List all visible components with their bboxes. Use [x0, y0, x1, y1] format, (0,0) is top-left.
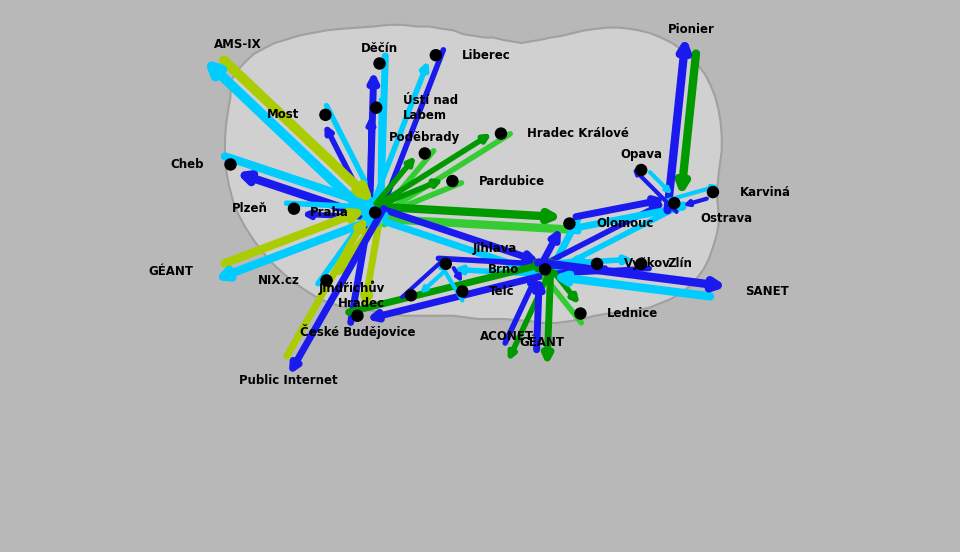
Text: Opava: Opava [620, 148, 662, 161]
Circle shape [288, 203, 300, 214]
Text: AMS-IX: AMS-IX [214, 38, 261, 51]
Circle shape [540, 264, 551, 275]
Text: Jihlava: Jihlava [472, 242, 516, 255]
Circle shape [352, 310, 363, 321]
Text: ACONET: ACONET [479, 330, 534, 343]
Text: Brno: Brno [488, 263, 518, 276]
Circle shape [708, 187, 718, 198]
Circle shape [374, 58, 385, 69]
Text: SANET: SANET [745, 285, 789, 298]
Text: Pionier: Pionier [667, 23, 714, 36]
Text: GÉANT: GÉANT [148, 265, 193, 278]
Text: České Budějovice: České Budějovice [300, 323, 416, 339]
Circle shape [370, 207, 380, 218]
Text: Hradec Králové: Hradec Králové [527, 127, 630, 140]
Circle shape [321, 275, 332, 286]
Circle shape [320, 109, 331, 120]
Text: Lednice: Lednice [607, 307, 659, 320]
Text: Vyškov: Vyškov [624, 257, 670, 270]
Circle shape [636, 164, 647, 176]
Circle shape [405, 290, 417, 301]
Text: Poděbrady: Poděbrady [389, 131, 461, 145]
Circle shape [669, 198, 680, 209]
Circle shape [564, 218, 575, 229]
Text: Liberec: Liberec [463, 49, 511, 62]
Circle shape [575, 308, 586, 319]
Text: NIX.cz: NIX.cz [258, 274, 300, 287]
Text: Cheb: Cheb [171, 158, 204, 171]
Circle shape [591, 258, 603, 269]
Circle shape [420, 148, 430, 159]
Text: Ústí nad
Labem: Ústí nad Labem [403, 94, 458, 121]
Circle shape [495, 128, 507, 139]
Circle shape [636, 258, 647, 269]
Text: Plzeň: Plzeň [231, 202, 268, 215]
Text: Zlín: Zlín [668, 257, 692, 270]
Circle shape [447, 176, 458, 187]
Text: Jindřichův
Hradec: Jindřichův Hradec [319, 280, 385, 310]
Circle shape [371, 102, 382, 113]
Circle shape [441, 258, 451, 269]
Text: Karviná: Karviná [739, 185, 790, 199]
Text: Ostrava: Ostrava [701, 212, 753, 225]
Circle shape [457, 286, 468, 297]
Polygon shape [225, 25, 722, 323]
Text: Olomouc: Olomouc [596, 217, 654, 230]
Text: Telč: Telč [489, 285, 515, 298]
Text: Most: Most [267, 108, 299, 121]
Text: Public Internet: Public Internet [239, 374, 337, 388]
Text: Děčín: Děčín [361, 41, 398, 55]
Text: Pardubice: Pardubice [479, 174, 545, 188]
Circle shape [430, 50, 442, 61]
Circle shape [225, 159, 236, 170]
Text: GÉANT: GÉANT [519, 336, 564, 349]
Text: Praha: Praha [310, 206, 348, 219]
